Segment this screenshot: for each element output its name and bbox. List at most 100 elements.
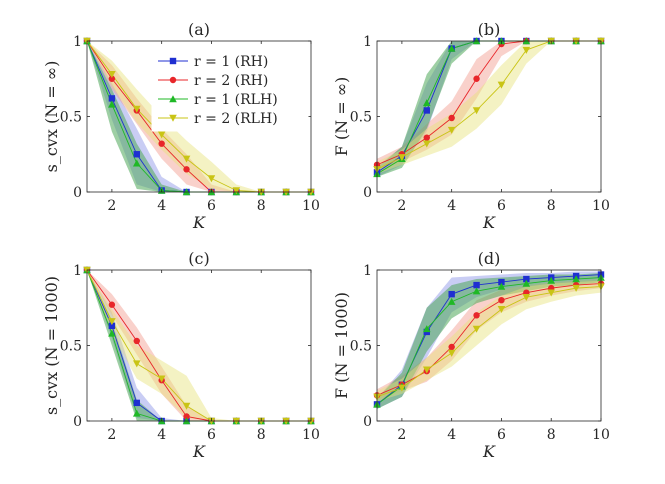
data-point-RLH2: [497, 81, 506, 89]
x-axis-label: K: [192, 213, 206, 232]
data-point-RLH2: [547, 289, 556, 297]
y-tick-label: 0: [73, 414, 82, 430]
x-tick-label: 8: [257, 198, 266, 214]
series-line-RLH1: [376, 277, 602, 405]
legend-marker-RH1: [169, 57, 177, 65]
data-point-RLH2: [422, 140, 431, 148]
data-point-RLH1: [108, 100, 116, 108]
y-axis-label: s_cvx (N = 1000): [42, 276, 61, 415]
data-point-RLH1: [497, 282, 506, 290]
data-point-RLH2: [207, 175, 216, 183]
x-axis-label: K: [482, 442, 496, 461]
data-point-RLH2: [132, 360, 141, 368]
data-point-RLH2: [447, 349, 456, 357]
y-tick-label: 0: [73, 185, 82, 201]
data-point-RLH2: [398, 384, 406, 392]
data-point-RLH1: [572, 275, 580, 283]
data-point-RH2: [473, 312, 480, 319]
series-line-RLH2: [376, 286, 602, 398]
data-point-RH2: [448, 343, 455, 351]
data-point-RLH2: [157, 375, 166, 383]
legend-label: r = 2 (RH): [194, 73, 268, 89]
confidence-band-RLH1: [377, 273, 601, 409]
y-tick-label: 0.5: [350, 110, 372, 126]
x-tick-label: 2: [397, 198, 406, 214]
panel-title: (b): [478, 20, 501, 39]
data-point-RLH2: [132, 105, 141, 113]
y-tick-label: 1: [73, 263, 82, 279]
data-point-RH2: [108, 75, 116, 82]
x-tick-label: 10: [302, 427, 320, 443]
legend-marker-RLH1: [169, 95, 177, 103]
confidence-band-RH2: [377, 279, 601, 400]
x-tick-label: 6: [207, 427, 216, 443]
y-tick-label: 0.5: [350, 339, 372, 355]
x-tick-label: 6: [207, 198, 216, 214]
y-tick-label: 1: [73, 34, 82, 50]
confidence-band-RLH2: [87, 41, 311, 192]
data-point-RLH2: [572, 284, 580, 292]
data-point-RH2: [473, 75, 480, 82]
data-point-RH1: [498, 278, 505, 286]
confidence-band-RLH1: [87, 41, 311, 192]
data-point-RLH1: [447, 44, 456, 52]
data-point-RLH1: [547, 276, 556, 284]
x-tick-label: 2: [397, 427, 406, 443]
legend-box: [151, 48, 309, 132]
data-point-RH2: [108, 301, 116, 308]
data-point-RLH1: [108, 329, 116, 337]
panel-b: 2 4 6 8 10 0 0.5 1 (b) K F (N = ∞): [332, 20, 610, 232]
x-tick-label: 10: [302, 198, 320, 214]
data-point-RLH2: [182, 402, 191, 410]
data-point-RH1: [108, 322, 116, 330]
panel-a: 2 4 6 8 10 0 0.5 1 (a) Ks_cvx (N = ∞): [42, 20, 320, 232]
panel-d: 2 4 6 8 10 0 0.5 1 (d) K F (N = 1000): [332, 249, 610, 461]
x-tick-label: 8: [547, 198, 556, 214]
legend: r = 1 (RH) r = 2 (RH) r = 1 (RLH) r = 2 (RL…: [151, 48, 309, 132]
x-axis-label: K: [192, 442, 206, 461]
legend-label: r = 2 (RLH): [194, 111, 278, 127]
x-axis-label: K: [482, 213, 496, 232]
data-point-RLH2: [447, 126, 456, 134]
data-point-RLH2: [182, 155, 191, 163]
legend-marker-RLH2: [169, 114, 177, 122]
data-point-RLH1: [472, 287, 481, 295]
y-tick-label: 0.5: [60, 339, 82, 355]
data-point-RLH2: [232, 187, 241, 195]
data-point-RH1: [133, 399, 140, 407]
y-axis-label: F (N = ∞): [332, 77, 351, 157]
y-axis-label: s_cvx (N = ∞): [42, 61, 61, 173]
y-tick-label: 1: [363, 34, 372, 50]
confidence-band-RLH1: [377, 41, 601, 177]
data-point-RH2: [158, 140, 165, 147]
x-tick-label: 10: [592, 427, 610, 443]
data-point-RH2: [423, 134, 430, 141]
x-tick-label: 8: [257, 427, 266, 443]
data-point-RH2: [498, 297, 505, 304]
data-point-RLH2: [398, 154, 406, 162]
x-tick-label: 2: [107, 427, 116, 443]
data-point-RH2: [133, 337, 140, 345]
data-point-RH1: [108, 95, 116, 102]
legend-marker-RH2: [169, 76, 177, 84]
y-axis-label: F (N = 1000): [332, 292, 351, 399]
data-point-RLH2: [108, 318, 116, 326]
x-tick-label: 4: [157, 427, 166, 443]
data-point-RLH1: [447, 297, 456, 305]
y-tick-label: 0.5: [60, 110, 82, 126]
legend-label: r = 1 (RLH): [194, 92, 278, 108]
data-point-RLH2: [522, 46, 531, 54]
data-point-RH2: [183, 413, 190, 420]
x-tick-label: 4: [157, 198, 166, 214]
confidence-band-RH2: [377, 41, 601, 170]
confidence-band-RLH2: [377, 280, 601, 402]
data-point-RLH1: [132, 409, 141, 417]
data-point-RH2: [183, 166, 190, 173]
data-point-RLH2: [157, 131, 166, 139]
data-point-RH2: [448, 114, 455, 122]
data-point-RLH2: [108, 71, 116, 79]
x-tick-label: 4: [447, 198, 456, 214]
x-tick-label: 2: [107, 198, 116, 214]
data-point-RH1: [523, 275, 530, 283]
series-line-RH2: [376, 283, 602, 396]
